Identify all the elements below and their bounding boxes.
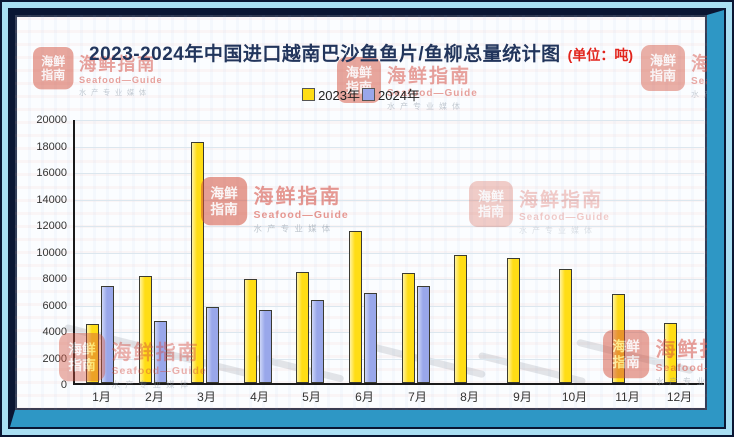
chart-legend: 2023年 2024年 xyxy=(15,85,707,104)
y-axis-label: 8000 xyxy=(42,273,67,285)
gridline xyxy=(75,146,704,148)
bar-2023年-4月 xyxy=(244,279,257,383)
chart-canvas: 2023-2024年中国进口越南巴沙鱼鱼片/鱼柳总量统计图 (单位：吨) 2023… xyxy=(15,15,707,410)
x-axis-label: 12月 xyxy=(666,390,693,404)
x-axis-label: 2月 xyxy=(145,390,164,404)
x-axis-label: 3月 xyxy=(197,390,216,404)
x-axis-label: 7月 xyxy=(408,390,427,404)
bar-2023年-8月 xyxy=(454,255,467,383)
bar-2023年-1月 xyxy=(86,324,99,383)
bar-2023年-3月 xyxy=(191,142,204,383)
legend-item-2023: 2023年 xyxy=(302,85,360,104)
gridline xyxy=(75,120,704,121)
bar-2024年-6月 xyxy=(364,293,377,383)
x-axis-label: 10月 xyxy=(561,390,588,404)
y-axis-label: 0 xyxy=(60,379,67,391)
bar-2023年-11月 xyxy=(612,294,625,383)
legend-label-2023: 2023年 xyxy=(318,88,360,103)
y-axis-label: 14000 xyxy=(36,193,67,206)
frame-border: 2023-2024年中国进口越南巴沙鱼鱼片/鱼柳总量统计图 (单位：吨) 2023… xyxy=(8,8,726,429)
y-axis-label: 6000 xyxy=(42,299,67,312)
bar-2023年-6月 xyxy=(349,231,362,383)
gridline xyxy=(75,226,704,227)
gridline xyxy=(75,199,704,201)
legend-label-2024: 2024年 xyxy=(378,88,420,103)
gridline xyxy=(75,173,704,174)
y-axis-label: 12000 xyxy=(36,220,67,232)
x-axis-label: 5月 xyxy=(302,390,321,404)
x-axis-label: 9月 xyxy=(513,390,532,404)
bar-chart: 0 2000 4000 6000 8000 10000 12000 14000 16000 180… xyxy=(15,15,707,410)
y-axis-labels: 0 2000 4000 6000 8000 10000 12000 14000 16000 180… xyxy=(15,114,69,391)
x-axis-label: 4月 xyxy=(250,390,269,404)
x-axis-label: 11月 xyxy=(615,390,640,404)
bar-2024年-3月 xyxy=(206,307,219,383)
legend-item-2024: 2024年 xyxy=(362,85,420,104)
legend-swatch-2024 xyxy=(362,88,375,101)
y-axis-label: 10000 xyxy=(36,246,67,259)
legend-swatch-2023 xyxy=(302,88,316,101)
gridline xyxy=(75,332,704,333)
bar-2023年-10月 xyxy=(559,269,572,383)
bar-2024年-4月 xyxy=(259,310,272,383)
bar-2024年-2月 xyxy=(154,321,167,383)
bar-2023年-5月 xyxy=(296,272,309,383)
gridline xyxy=(75,305,704,307)
gridline xyxy=(75,358,704,360)
bar-2023年-2月 xyxy=(139,276,152,383)
y-axis-label: 2000 xyxy=(42,352,67,365)
gridline xyxy=(75,279,704,280)
bar-2024年-1月 xyxy=(101,286,114,383)
bar-2024年-5月 xyxy=(311,300,324,383)
bar-2023年-7月 xyxy=(402,273,415,383)
x-axis-label: 1月 xyxy=(92,390,111,404)
x-axis-label: 6月 xyxy=(355,390,374,404)
y-axis-label: 18000 xyxy=(36,140,67,153)
y-axis-label: 4000 xyxy=(42,326,67,338)
plot-area: 1月 2月 3月 4月 5月 6月 7月 8月 9月 10月 11月 12月 xyxy=(73,120,704,404)
bar-2023年-12月 xyxy=(664,323,677,383)
bar-2024年-7月 xyxy=(417,286,430,383)
chart-unit-label: (单位：吨) xyxy=(567,47,633,63)
x-axis-label: 8月 xyxy=(460,390,479,404)
gridline xyxy=(75,252,704,254)
bar-2023年-9月 xyxy=(507,258,520,383)
y-axis-label: 16000 xyxy=(36,167,67,179)
y-axis-label: 20000 xyxy=(36,114,67,126)
chart-title-row: 2023-2024年中国进口越南巴沙鱼鱼片/鱼柳总量统计图 (单位：吨) xyxy=(15,39,707,66)
chart-title: 2023-2024年中国进口越南巴沙鱼鱼片/鱼柳总量统计图 xyxy=(89,44,561,65)
